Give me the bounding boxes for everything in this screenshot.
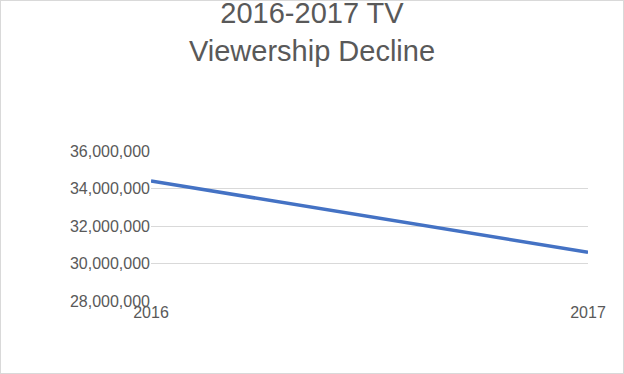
svg-text:32,000,000: 32,000,000	[70, 218, 150, 235]
svg-text:2016: 2016	[133, 304, 169, 321]
svg-text:36,000,000: 36,000,000	[70, 143, 150, 160]
svg-text:2017: 2017	[570, 304, 606, 321]
svg-text:30,000,000: 30,000,000	[70, 255, 150, 272]
svg-text:34,000,000: 34,000,000	[70, 180, 150, 197]
svg-text:28,000,000: 28,000,000	[70, 293, 150, 310]
svg-text:2016-2017 TVViewership Decline: 2016-2017 TVViewership Decline	[189, 1, 435, 67]
